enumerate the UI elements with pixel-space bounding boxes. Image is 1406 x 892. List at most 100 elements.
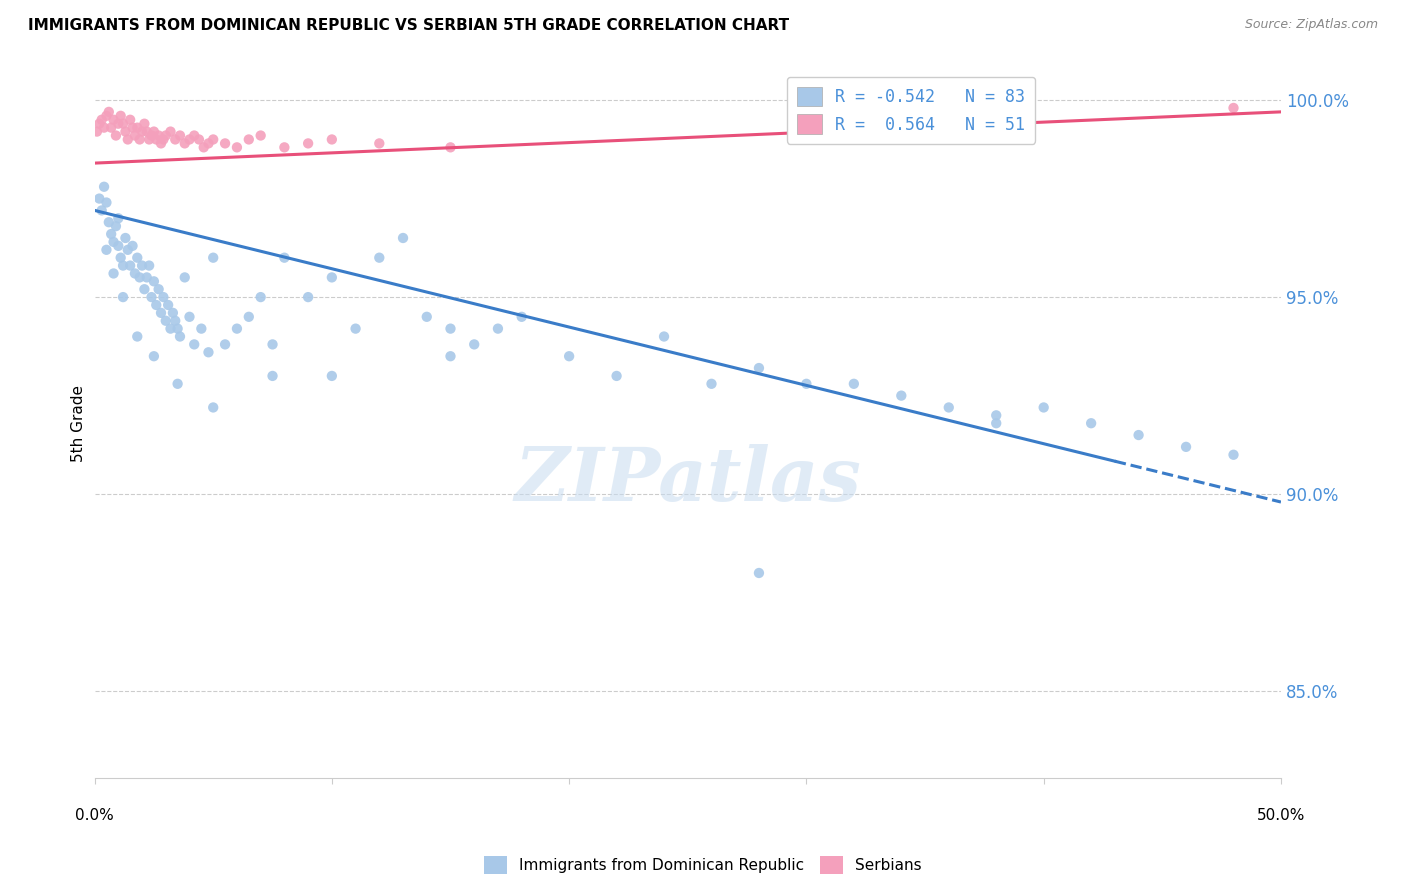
Point bbox=[297, 136, 319, 151]
Point bbox=[148, 282, 170, 296]
Point bbox=[392, 231, 415, 245]
Point bbox=[96, 195, 118, 210]
Point bbox=[124, 128, 146, 143]
Point bbox=[700, 376, 723, 391]
Point bbox=[138, 259, 160, 273]
Point bbox=[96, 109, 118, 123]
Point bbox=[1032, 401, 1054, 415]
Point bbox=[159, 125, 181, 139]
Point bbox=[127, 329, 149, 343]
Point bbox=[93, 120, 115, 135]
Point bbox=[321, 132, 343, 146]
Legend: R = -0.542   N = 83, R =  0.564   N = 51: R = -0.542 N = 83, R = 0.564 N = 51 bbox=[787, 77, 1035, 144]
Point bbox=[117, 132, 139, 146]
Point bbox=[173, 270, 195, 285]
Point bbox=[157, 298, 180, 312]
Point bbox=[238, 132, 260, 146]
Point bbox=[273, 140, 295, 154]
Point bbox=[179, 310, 201, 324]
Point bbox=[89, 192, 111, 206]
Point bbox=[169, 329, 191, 343]
Point bbox=[128, 132, 150, 146]
Point bbox=[96, 243, 118, 257]
Legend: Immigrants from Dominican Republic, Serbians: Immigrants from Dominican Republic, Serb… bbox=[478, 850, 928, 880]
Point bbox=[226, 321, 249, 335]
Point bbox=[145, 298, 167, 312]
Point bbox=[986, 416, 1008, 430]
Point bbox=[127, 251, 149, 265]
Point bbox=[796, 376, 818, 391]
Point bbox=[214, 337, 236, 351]
Point bbox=[134, 282, 156, 296]
Point bbox=[114, 125, 136, 139]
Point bbox=[155, 128, 177, 143]
Point bbox=[134, 117, 156, 131]
Point bbox=[938, 401, 960, 415]
Point bbox=[1080, 416, 1102, 430]
Point bbox=[179, 132, 201, 146]
Point bbox=[103, 267, 125, 281]
Point bbox=[90, 203, 112, 218]
Point bbox=[93, 179, 115, 194]
Point bbox=[104, 219, 127, 234]
Point bbox=[86, 125, 108, 139]
Point bbox=[127, 120, 149, 135]
Point bbox=[100, 120, 122, 135]
Text: 50.0%: 50.0% bbox=[1257, 808, 1305, 823]
Point bbox=[344, 321, 367, 335]
Point bbox=[169, 128, 191, 143]
Point bbox=[100, 227, 122, 241]
Point bbox=[1222, 448, 1244, 462]
Point bbox=[166, 321, 188, 335]
Point bbox=[439, 321, 461, 335]
Point bbox=[165, 132, 187, 146]
Point bbox=[226, 140, 249, 154]
Point bbox=[262, 337, 284, 351]
Point bbox=[173, 136, 195, 151]
Point bbox=[112, 117, 135, 131]
Point bbox=[135, 125, 157, 139]
Point bbox=[197, 345, 219, 359]
Point bbox=[142, 349, 165, 363]
Point bbox=[165, 314, 187, 328]
Point bbox=[124, 267, 146, 281]
Point bbox=[262, 368, 284, 383]
Point bbox=[120, 259, 142, 273]
Point bbox=[97, 104, 120, 119]
Text: 0.0%: 0.0% bbox=[75, 808, 114, 823]
Point bbox=[842, 376, 865, 391]
Point bbox=[202, 132, 225, 146]
Point bbox=[131, 259, 153, 273]
Point bbox=[112, 259, 135, 273]
Point bbox=[117, 243, 139, 257]
Point bbox=[162, 306, 184, 320]
Point bbox=[141, 290, 163, 304]
Point bbox=[202, 251, 225, 265]
Point bbox=[138, 132, 160, 146]
Point bbox=[1222, 101, 1244, 115]
Point bbox=[558, 349, 581, 363]
Point bbox=[202, 401, 225, 415]
Point bbox=[110, 109, 132, 123]
Point bbox=[110, 251, 132, 265]
Point bbox=[152, 132, 174, 146]
Point bbox=[273, 251, 295, 265]
Point bbox=[249, 128, 271, 143]
Point bbox=[321, 270, 343, 285]
Point bbox=[368, 136, 391, 151]
Point bbox=[197, 136, 219, 151]
Point bbox=[89, 117, 111, 131]
Point bbox=[131, 125, 153, 139]
Point bbox=[183, 128, 205, 143]
Point bbox=[1175, 440, 1198, 454]
Point bbox=[962, 125, 984, 139]
Point bbox=[103, 112, 125, 127]
Point bbox=[107, 117, 129, 131]
Point bbox=[103, 235, 125, 249]
Point bbox=[107, 239, 129, 253]
Point bbox=[510, 310, 533, 324]
Point bbox=[321, 368, 343, 383]
Point bbox=[120, 112, 142, 127]
Text: Source: ZipAtlas.com: Source: ZipAtlas.com bbox=[1244, 18, 1378, 31]
Point bbox=[150, 136, 173, 151]
